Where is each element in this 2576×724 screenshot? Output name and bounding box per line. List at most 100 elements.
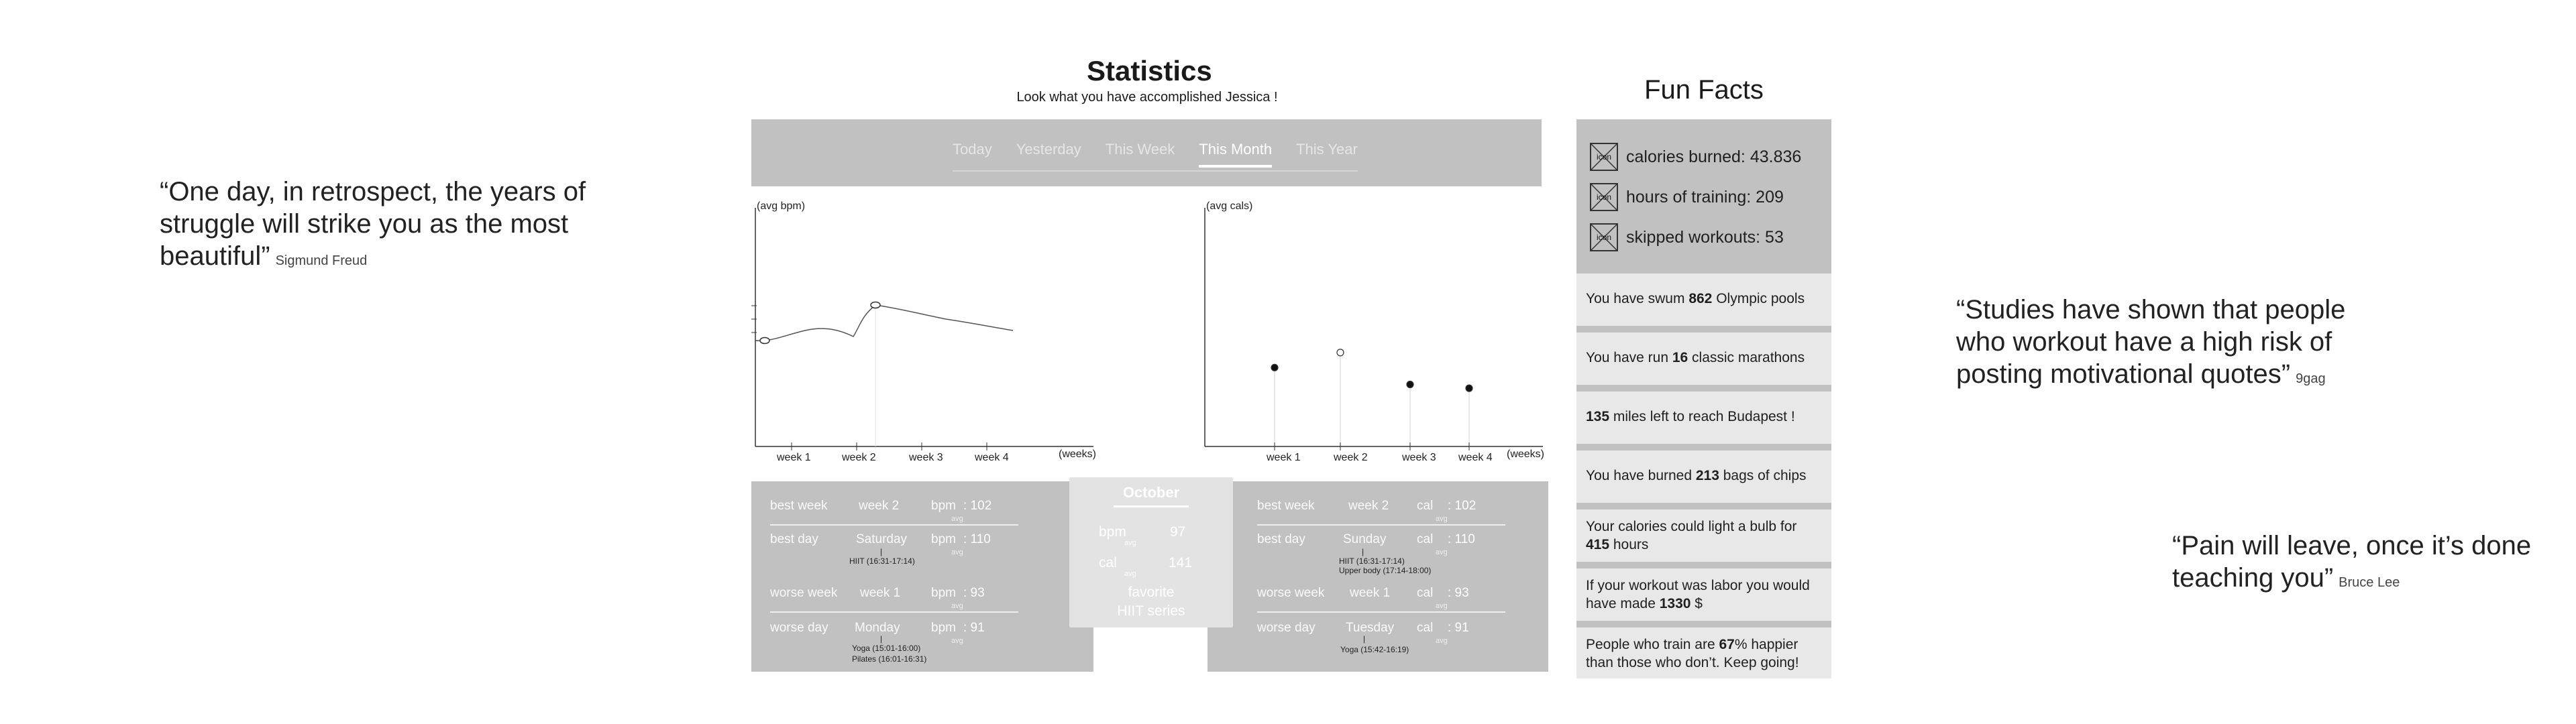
best-week-unit: avg [951,515,963,523]
month-bpm-value: 97 [1170,524,1186,540]
divider [1257,611,1505,613]
tab-yesterday[interactable]: Yesterday [1016,141,1081,158]
fact-text: % happier than those who don’t. Keep goi… [1586,637,1799,670]
worse-day-num: : 91 [963,621,985,635]
fact-text: Olympic pools [1712,291,1805,306]
placeholder-cross-icon [1591,144,1617,170]
fact-text: bags of chips [1719,468,1807,483]
page-title: Statistics [1087,55,1212,86]
bpm-max-marker [870,301,881,309]
training-hours-stat: icon hours of training: 209 [1590,181,1784,213]
tab-this-month[interactable]: This Month [1199,138,1273,168]
tab-this-year[interactable]: This Year [1296,141,1358,158]
quote-text: “One day, in retrospect, the years of st… [160,177,586,271]
fact-text: You have burned [1586,468,1696,483]
quote-text: “Pain will leave, once it’s done teachin… [2172,531,2532,593]
fact-text: You have swum [1586,291,1689,306]
best-week-num: : 102 [963,499,992,513]
cal-x-tick-label: week 1 [1266,452,1301,463]
divider [1257,524,1505,526]
fact-number: 67 [1719,637,1735,652]
worse-week-metric: cal [1417,586,1434,600]
page-subtitle: Look what you have accomplished Jessica … [1016,90,1278,105]
worse-week-value: week 1 [860,586,901,600]
divider [770,611,1018,613]
worse-week-unit: avg [1436,602,1448,610]
favorite-value: HIIT series [1117,603,1185,619]
best-week-label: best week [770,499,828,513]
month-summary-card: October bpm avg 97 cal avg 141 favorite … [1069,477,1233,627]
fact-text: $ [1690,596,1703,611]
bpm-chart: (avg bpm) (weeks) week 1 week 2 week 3 w… [751,200,1096,463]
cal-x-tick-label: week 3 [1401,452,1436,463]
best-week-value: week 2 [1348,499,1389,513]
best-day-detail-2: Upper body (17:14-18:00) [1339,566,1432,575]
best-day-detail: HIIT (16:31-17:14) [849,556,915,566]
fun-facts-summary: icon calories burned: 43.836 icon hours … [1576,119,1831,267]
worse-day-detail: Yoga (15:01-16:00) [852,644,921,653]
worse-day-unit: avg [1436,637,1448,645]
best-day-unit: avg [1436,548,1448,556]
skipped-workouts-stat: icon skipped workouts: 53 [1590,221,1784,253]
worse-day-label: worse day [1257,621,1316,635]
quote-freud: “One day, in retrospect, the years of st… [160,176,589,277]
best-day-marker: | [1362,547,1364,556]
tab-today[interactable]: Today [953,141,992,158]
best-day-num: : 110 [963,532,991,546]
best-week-metric: cal [1417,499,1434,513]
placeholder-icon: icon [1590,143,1618,171]
best-week-metric: bpm [931,499,956,513]
cal-data-point [1406,380,1414,389]
worse-day-marker: | [880,634,883,644]
cal-y-label: (avg cals) [1206,200,1252,212]
fact-text: If your workout was labor you would have… [1586,578,1810,611]
worse-day-num: : 91 [1448,621,1469,635]
tab-this-week[interactable]: This Week [1105,141,1175,158]
bpm-x-tick-label: week 4 [974,452,1009,463]
bpm-y-label: (avg bpm) [757,200,805,212]
best-day-label: best day [1257,532,1305,546]
placeholder-cross-icon [1591,225,1617,250]
month-cal-value: 141 [1169,555,1193,570]
quote-bruce-lee: “Pain will leave, once it’s done teachin… [2172,530,2561,599]
worse-week-unit: avg [951,602,963,610]
best-week-label: best week [1257,499,1315,513]
best-week-num: : 102 [1448,499,1477,513]
worse-day-value: Tuesday [1346,621,1395,635]
worse-day-metric: cal [1417,621,1434,635]
bpm-x-tick-label: week 1 [776,452,811,463]
month-bpm-unit: avg [1124,539,1136,547]
worse-week-metric: bpm [931,586,956,600]
worse-day-unit: avg [951,637,963,645]
calories-chart: (avg cals) (weeks) week 1 week 2 week 3 … [1204,200,1544,463]
best-day-marker: | [880,547,883,556]
best-week-unit: avg [1436,515,1448,523]
fact-text: Your calories could light a bulb for [1586,519,1797,534]
month-cal-unit: avg [1124,570,1136,578]
fact-card: 135 miles left to reach Budapest ! [1576,385,1831,444]
best-week-value: week 2 [859,499,900,513]
cal-data-point [1271,363,1279,371]
fact-number: 1330 [1659,596,1691,611]
fact-text: hours [1609,537,1649,552]
quote-author: Bruce Lee [2339,575,2400,590]
worse-day-detail: Yoga (15:42-16:19) [1340,645,1409,654]
cal-x-tick-label: week 4 [1458,452,1493,463]
cal-x-label: (weeks) [1507,448,1544,460]
stat-label: hours of training: 209 [1626,187,1784,206]
fact-card: You have swum 862 Olympic pools [1576,267,1831,326]
month-title-underline [1114,505,1189,507]
placeholder-cross-icon [1591,184,1617,210]
best-day-metric: bpm [931,532,956,546]
best-day-value: Saturday [856,532,908,546]
worse-week-label: worse week [770,586,838,600]
period-tab-bar: Today Yesterday This Week This Month Thi… [751,119,1542,186]
best-day-detail: HIIT (16:31-17:14) [1339,556,1405,566]
fact-text: People who train are [1586,637,1719,652]
divider [770,524,1018,526]
cal-x-tick-label: week 2 [1333,452,1368,463]
worse-week-label: worse week [1257,586,1325,600]
bpm-x-label: (weeks) [1059,448,1096,460]
worse-week-num: : 93 [963,586,985,600]
worse-day-value: Monday [855,621,900,635]
